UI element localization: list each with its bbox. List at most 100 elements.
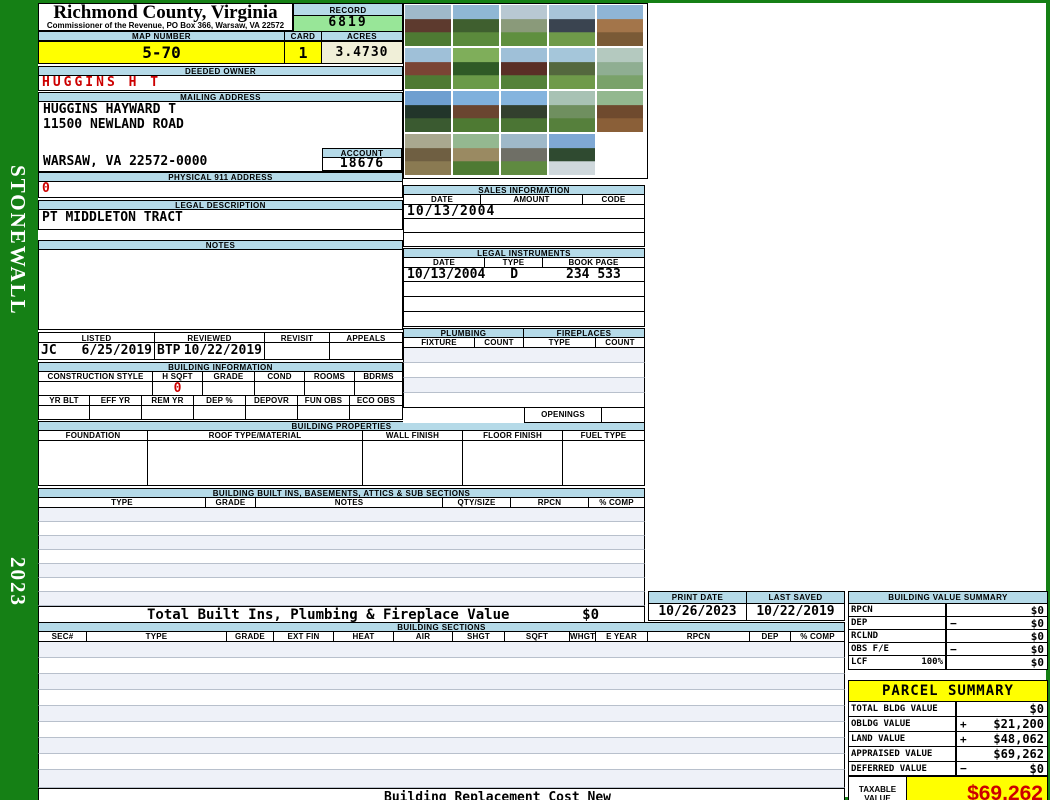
ecoobs-header: ECO OBS <box>350 396 403 406</box>
photo-thumbnail[interactable] <box>549 91 595 132</box>
yrblt-header: YR BLT <box>38 396 90 406</box>
yrblt-cell <box>38 406 90 420</box>
bvs-title: BUILDING VALUE SUMMARY <box>849 592 1047 604</box>
record-value: 6819 <box>293 16 403 32</box>
li-bookpage-header: BOOK PAGE <box>543 258 645 268</box>
taxable-row: TAXABLE VALUE $69,262 <box>849 777 1047 800</box>
bvs-row: LCF 100% $0 <box>849 656 1047 669</box>
li-row1-bookpage: 234 533 <box>566 267 621 282</box>
bi-notes-header: NOTES <box>256 498 443 508</box>
legal-instruments: LEGAL INSTRUMENTS DATE TYPE BOOK PAGE 10… <box>403 248 645 327</box>
parcel-label: DEFERRED VALUE <box>849 762 957 775</box>
photo-thumbnail[interactable] <box>549 48 595 89</box>
bvs-row: OBS F/E − $0 <box>849 643 1047 656</box>
building-sections-empty-row <box>38 722 845 738</box>
photo-thumbnail[interactable] <box>501 91 547 132</box>
photo-thumbnail[interactable] <box>405 48 451 89</box>
li-empty-row <box>403 297 645 312</box>
map-header-row: MAP NUMBER CARD ACRES <box>38 31 403 41</box>
legal-instruments-title: LEGAL INSTRUMENTS <box>403 248 645 258</box>
sales-code-header: CODE <box>583 195 645 205</box>
funobs-cell <box>298 406 350 420</box>
notes-label: NOTES <box>38 240 403 250</box>
cond-cell <box>255 382 305 396</box>
bs-eyear-header: E YEAR <box>596 632 648 642</box>
bi-grade-header: GRADE <box>206 498 256 508</box>
bvs-row: RCLND $0 <box>849 630 1047 643</box>
photo-thumbnail[interactable] <box>549 5 595 46</box>
hsqft-header: H SQFT <box>153 372 203 382</box>
roof-header: ROOF TYPE/MATERIAL <box>148 431 363 441</box>
mailing-address-label: MAILING ADDRESS <box>38 92 403 102</box>
photo-thumbnail[interactable] <box>597 91 643 132</box>
sales-amount-header: AMOUNT <box>481 195 583 205</box>
map-number-label: MAP NUMBER <box>38 31 285 41</box>
map-number-value: 5-70 <box>38 41 285 64</box>
bdrms-cell <box>355 382 403 396</box>
photo-grid <box>405 5 646 175</box>
mailing-line-2: 11500 NEWLAND ROAD <box>43 117 184 132</box>
rooms-header: ROOMS <box>305 372 355 382</box>
deppct-cell <box>194 406 246 420</box>
fuel-type-cell <box>563 441 645 486</box>
bi-comp-header: % COMP <box>589 498 645 508</box>
building-sections-empty-row <box>38 738 845 754</box>
photo-thumbnail[interactable] <box>501 5 547 46</box>
parcel-label: OBLDG VALUE <box>849 717 957 731</box>
building-sections-empty-row <box>38 706 845 722</box>
funobs-header: FUN OBS <box>298 396 350 406</box>
bs-sec-header: SEC# <box>38 632 87 642</box>
photo-thumbnail[interactable] <box>453 91 499 132</box>
last-saved-label: LAST SAVED <box>747 592 844 604</box>
photo-thumbnail[interactable] <box>453 48 499 89</box>
map-value-row: 5-70 1 3.4730 <box>38 41 403 64</box>
photo-thumbnail[interactable] <box>453 134 499 175</box>
ecoobs-cell <box>350 406 403 420</box>
construction-style-cell <box>38 382 153 396</box>
parcel-value: $21,200 <box>993 717 1044 731</box>
photo-thumbnail[interactable] <box>549 134 595 175</box>
photo-thumbnail[interactable] <box>453 5 499 46</box>
print-date-label: PRINT DATE <box>649 592 747 604</box>
sales-row-1: 10/13/2004 <box>403 205 645 219</box>
sales-date-header: DATE <box>403 195 481 205</box>
photo-thumbnail[interactable] <box>501 48 547 89</box>
fireplaces-title: FIREPLACES <box>524 328 645 338</box>
parcel-value: $0 <box>1029 702 1044 716</box>
wall-finish-cell <box>363 441 463 486</box>
bvs-value: $0 <box>1030 603 1044 617</box>
listed-header: LISTED <box>38 332 155 343</box>
card-label: CARD <box>285 31 322 41</box>
plumbing-count-header: COUNT <box>475 338 524 348</box>
plumbing-empty-row <box>403 378 645 393</box>
sales-row-2 <box>403 219 645 233</box>
plumbing-empty-row <box>403 393 645 408</box>
photo-thumbnail[interactable] <box>501 134 547 175</box>
mailing-line-1: HUGGINS HAYWARD T <box>43 102 177 117</box>
bs-sqft-header: SQFT <box>505 632 570 642</box>
depovr-header: DEPOVR <box>246 396 298 406</box>
parcel-op: + <box>960 717 967 731</box>
photo-thumbnail[interactable] <box>405 5 451 46</box>
taxable-value: $69,262 <box>907 777 1047 800</box>
acres-value: 3.4730 <box>322 41 403 64</box>
district-label: STONEWALL <box>6 165 30 316</box>
parcel-op: + <box>960 732 967 746</box>
effyr-cell <box>90 406 142 420</box>
parcel-label: LAND VALUE <box>849 732 957 746</box>
legal-description-label: LEGAL DESCRIPTION <box>38 200 403 210</box>
foundation-header: FOUNDATION <box>38 431 148 441</box>
floor-finish-header: FLOOR FINISH <box>463 431 563 441</box>
plumbing-empty-row <box>403 363 645 378</box>
effyr-header: EFF YR <box>90 396 142 406</box>
photo-thumbnail[interactable] <box>405 134 451 175</box>
photo-thumbnail[interactable] <box>597 48 643 89</box>
bi-type-header: TYPE <box>38 498 206 508</box>
listed-cell: JC 6/25/2019 <box>38 343 155 360</box>
bs-rpcn-header: RPCN <box>648 632 750 642</box>
photo-thumbnail[interactable] <box>405 91 451 132</box>
parcel-value: $69,262 <box>993 747 1044 761</box>
built-ins: BUILDING BUILT INS, BASEMENTS, ATTICS & … <box>38 488 645 623</box>
revisit-header: REVISIT <box>265 332 330 343</box>
photo-thumbnail[interactable] <box>597 5 643 46</box>
